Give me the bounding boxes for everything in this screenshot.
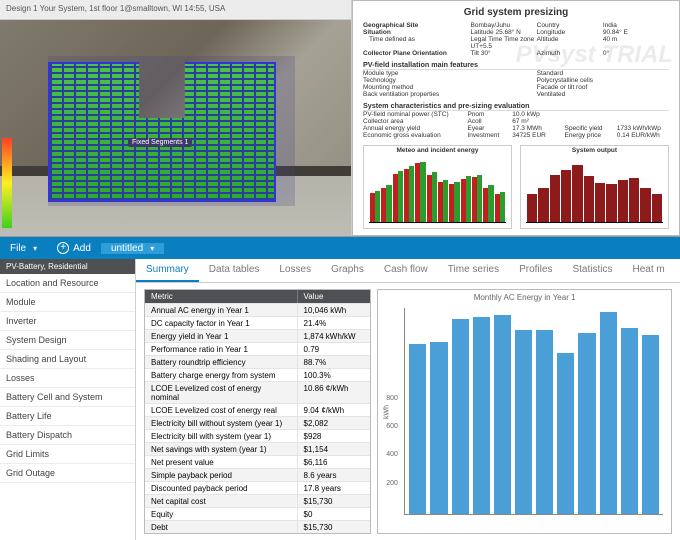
tabs: SummaryData tablesLossesGraphsCash flowT… [136, 259, 680, 283]
pvinstall-rows: Module typeStandardTechnologyPolycrystal… [363, 70, 669, 98]
meteo-chart-title: Meteo and incident energy [364, 147, 511, 154]
lat-lbl: Latitude [471, 29, 494, 36]
table-row: Discounted payback period17.8 years [145, 481, 370, 494]
monthly-bar [409, 344, 426, 514]
plus-icon: + [57, 242, 69, 254]
collector-lbl: Collector Plane Orientation [363, 50, 471, 57]
table-row: Net capital cost$15,730 [145, 494, 370, 507]
geo-section: Geographical Site [363, 22, 471, 29]
add-label: Add [73, 243, 91, 254]
table-row: Net present value$6,116 [145, 455, 370, 468]
sidebar-item[interactable]: System Design [0, 331, 135, 350]
time-val: Legal Time [471, 36, 503, 43]
presizing-report: Grid system presizing PVsyst TRIAL Geogr… [352, 0, 680, 236]
th-value: Value [298, 290, 371, 303]
table-row: Battery roundtrip efficiency88.7% [145, 355, 370, 368]
output-chart-title: System output [521, 147, 668, 154]
table-row: Electricity bill with system (year 1)$92… [145, 429, 370, 442]
lat-val: 25.68° N [495, 29, 520, 36]
tab[interactable]: Heat m [622, 259, 674, 282]
sidebar-item[interactable]: Shading and Layout [0, 350, 135, 369]
monthly-bar [621, 328, 638, 514]
sidebar-title: PV-Battery, Residential [0, 259, 135, 274]
report-title: Grid system presizing [363, 7, 669, 18]
country-val: India [603, 22, 669, 29]
table-row: Net savings with system (year 1)$1,154 [145, 442, 370, 455]
tilt-val: 30° [481, 50, 491, 57]
monthly-bar [600, 312, 617, 514]
output-chart: System output [520, 145, 669, 229]
table-row: LCOE Levelized cost of energy real9.04 ¢… [145, 403, 370, 416]
project-dropdown[interactable]: untitled [101, 243, 164, 254]
monthly-bar [473, 317, 490, 514]
table-header: Metric Value [145, 290, 370, 303]
monthly-bar [642, 335, 659, 514]
tab[interactable]: Profiles [509, 259, 562, 282]
table-row: Equity$0 [145, 507, 370, 520]
monthly-bar [515, 330, 532, 514]
table-row: Annual AC energy in Year 110,046 kWh [145, 303, 370, 316]
monthly-bar [494, 315, 511, 514]
tab[interactable]: Data tables [199, 259, 270, 282]
table-row: Performance ratio in Year 10.79 [145, 342, 370, 355]
tab[interactable]: Graphs [321, 259, 374, 282]
situation-lbl: Situation [363, 29, 471, 36]
watermark: PVsyst TRIAL [516, 41, 673, 69]
file-menu[interactable]: File [0, 243, 47, 254]
sidebar-item[interactable]: Battery Cell and System [0, 388, 135, 407]
table-row: DC capacity factor in Year 121.4% [145, 316, 370, 329]
sidebar: PV-Battery, Residential Location and Res… [0, 259, 136, 540]
monthly-chart-title: Monthly AC Energy in Year 1 [378, 290, 671, 305]
aerial-header: Design 1 Your System, 1st floor 1@smallt… [0, 0, 351, 20]
sidebar-item[interactable]: Grid Outage [0, 464, 135, 483]
sidebar-item[interactable]: Battery Life [0, 407, 135, 426]
monthly-bar [452, 319, 469, 514]
meteo-chart: Meteo and incident energy [363, 145, 512, 229]
tilt-lbl: Tilt [471, 50, 479, 57]
sidebar-item[interactable]: Location and Resource [0, 274, 135, 293]
long-val: 90.84° E [603, 29, 669, 36]
long-lbl: Longitude [537, 29, 603, 36]
pv-array-label[interactable]: Fixed Segments 1 [128, 138, 192, 147]
aerial-pane: Design 1 Your System, 1st floor 1@smallt… [0, 0, 352, 236]
time-lbl: Time defined as [363, 36, 471, 50]
table-row: Energy yield in Year 11,874 kWh/kW [145, 329, 370, 342]
syschar-rows: PV-field nominal power (STC)Pnom10.0 kWp… [363, 111, 669, 139]
app-ribbon: File + Add untitled [0, 237, 680, 259]
monthly-bar [578, 333, 595, 514]
table-row: LCOE Levelized cost of energy nominal10.… [145, 381, 370, 403]
irradiance-legend [2, 138, 12, 228]
add-button[interactable]: + Add [47, 242, 101, 254]
table-row: Electricity bill without system (year 1)… [145, 416, 370, 429]
sidebar-item[interactable]: Inverter [0, 312, 135, 331]
monthly-bar [557, 353, 574, 514]
geo-site: Bombay/Juhu [471, 22, 537, 29]
monthly-bar [536, 330, 553, 514]
tab[interactable]: Statistics [562, 259, 622, 282]
table-row: Simple payback period8.6 years [145, 468, 370, 481]
sidebar-item[interactable]: Module [0, 293, 135, 312]
monthly-bar [430, 342, 447, 514]
sidebar-item[interactable]: Losses [0, 369, 135, 388]
table-row: Debt$15,730 [145, 520, 370, 533]
country-lbl: Country [537, 22, 603, 29]
table-row: Battery charge energy from system100.3% [145, 368, 370, 381]
sidebar-item[interactable]: Grid Limits [0, 445, 135, 464]
tab[interactable]: Summary [136, 259, 199, 282]
summary-table: Metric Value Annual AC energy in Year 11… [144, 289, 371, 534]
tab[interactable]: Losses [269, 259, 321, 282]
tab[interactable]: Cash flow [374, 259, 438, 282]
th-metric: Metric [145, 290, 298, 303]
monthly-chart-ylabel: kWh [384, 405, 391, 419]
tab[interactable]: Time series [438, 259, 509, 282]
monthly-chart: Monthly AC Energy in Year 1 kWh 20040060… [377, 289, 672, 534]
sidebar-item[interactable]: Battery Dispatch [0, 426, 135, 445]
aerial-canvas[interactable]: Fixed Segments 1 [0, 20, 351, 236]
syschar-section: System characteristics and pre-sizing ev… [363, 101, 669, 111]
